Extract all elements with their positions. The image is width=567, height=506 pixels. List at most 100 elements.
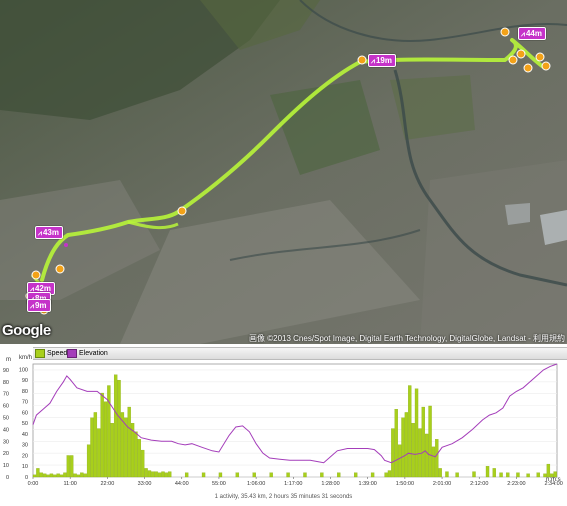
- speed-bar: [113, 374, 118, 478]
- speed-bar: [157, 472, 162, 478]
- speed-bar: [161, 471, 165, 478]
- chart-legend: Speed Elevation: [33, 347, 567, 360]
- elevation-icon: ⩘: [30, 286, 34, 293]
- right-tick-label: 30: [22, 443, 28, 449]
- speed-bar: [485, 466, 490, 478]
- speed-bar: [201, 472, 206, 478]
- speed-bar: [53, 474, 57, 478]
- elevation-marker[interactable]: ⩘44m: [518, 27, 546, 40]
- speed-bar: [39, 472, 43, 478]
- speed-bar: [168, 471, 172, 478]
- speed-bar: [506, 472, 510, 478]
- right-tick-label: 50: [22, 421, 28, 427]
- x-tick-label: 33:00: [138, 481, 152, 487]
- x-tick-label: 0:00: [28, 481, 39, 487]
- x-tick-label: 11:00: [64, 481, 77, 487]
- map-copyright: 画像 ©2013 Cnes/Spot Image, Digital Earth …: [249, 334, 565, 343]
- x-tick-label: 1:17:00: [284, 481, 302, 487]
- speed-bar: [80, 472, 84, 478]
- speed-bar: [235, 472, 240, 478]
- legend-swatch: [67, 349, 77, 358]
- speed-bar: [546, 463, 551, 478]
- speed-bar: [428, 405, 432, 478]
- speed-bar: [144, 468, 148, 478]
- speed-bar: [120, 412, 125, 478]
- speed-bar: [70, 455, 74, 478]
- chart-plot[interactable]: 0 10 20 30 40 50 60 70 80 90 0 10 20 30 40 50 60 70 80 90 10…: [0, 344, 567, 492]
- left-tick-label: 70: [3, 392, 9, 398]
- speed-bar: [435, 439, 439, 478]
- left-tick-label: 30: [3, 439, 9, 445]
- speed-bar: [526, 473, 530, 478]
- speed-bar: [36, 468, 40, 478]
- speed-bar: [66, 455, 70, 478]
- speed-bar: [421, 406, 425, 478]
- route-line: [40, 38, 547, 282]
- speed-bar: [445, 471, 449, 478]
- right-tick-label: 90: [22, 378, 28, 384]
- right-tick-label: 40: [22, 432, 28, 438]
- speed-bar: [370, 472, 375, 478]
- speed-bar: [354, 472, 358, 478]
- speed-bar: [184, 472, 189, 478]
- legend-elevation[interactable]: Elevation: [67, 348, 108, 359]
- right-tick-label: 20: [22, 453, 28, 459]
- speed-bar: [76, 474, 81, 478]
- activity-chart[interactable]: Speed Elevation m km/h h:m:s 0 10 20 30 40 50…: [0, 344, 567, 506]
- elevation-marker[interactable]: ⩘19m: [368, 54, 396, 67]
- elevation-marker[interactable]: ⩘9m: [27, 299, 51, 312]
- speed-bar: [127, 406, 131, 478]
- speed-bar: [100, 392, 104, 478]
- right-tick-label: 80: [22, 389, 28, 395]
- speed-bar: [414, 388, 419, 478]
- speed-bar: [516, 472, 520, 478]
- speed-bar: [425, 433, 429, 478]
- speed-bar: [455, 472, 459, 478]
- left-tick-label: 10: [3, 463, 9, 469]
- activity-summary: 1 activity, 35.43 km, 2 hours 35 minutes…: [214, 494, 353, 500]
- speed-bar: [147, 470, 152, 478]
- right-tick-label: 10: [22, 464, 28, 470]
- x-tick-label: 1:39:00: [359, 481, 377, 487]
- elevation-marker[interactable]: ⩘42m: [27, 282, 55, 295]
- speed-bar: [404, 412, 409, 478]
- speed-bar: [151, 471, 155, 478]
- speed-bar: [90, 417, 94, 478]
- left-tick-label: 80: [3, 380, 9, 386]
- speed-bar: [164, 472, 169, 478]
- right-tick-label: 100: [19, 367, 28, 373]
- speed-bar: [553, 471, 557, 478]
- speed-bar: [337, 472, 341, 478]
- speed-bar: [303, 472, 307, 478]
- x-tick-label: 55:00: [212, 481, 226, 487]
- speed-bar: [286, 472, 290, 478]
- x-tick-label: 44:00: [175, 481, 189, 487]
- x-tick-label: 2:34:00: [544, 481, 562, 487]
- elevation-marker[interactable]: ⩘43m: [35, 226, 63, 239]
- time-axis-unit: h:m:s: [546, 477, 561, 483]
- speed-bar: [550, 473, 554, 478]
- speed-bar: [97, 428, 101, 478]
- speed-bar: [431, 446, 436, 478]
- left-tick-label: 60: [3, 404, 9, 410]
- speed-bar: [46, 474, 50, 478]
- speed-bar: [499, 472, 503, 478]
- left-tick-label: 20: [3, 451, 9, 457]
- speed-bar: [130, 423, 135, 478]
- speed-bar: [56, 473, 60, 478]
- speed-bar: [134, 431, 138, 478]
- map-imagery: [0, 0, 567, 344]
- speed-bar: [42, 473, 47, 478]
- speed-bar: [269, 472, 273, 478]
- google-logo[interactable]: Google: [2, 322, 51, 339]
- speed-bar: [394, 409, 398, 478]
- elevation-icon: ⩘: [521, 31, 525, 38]
- speed-bar: [117, 379, 121, 478]
- satellite-map[interactable]: ⩘19m ⩘44m ⩘43m ⩘42m ⩘8m ⩘9m Google 画像 ©2…: [0, 0, 567, 344]
- x-tick-label: 2:01:00: [433, 481, 451, 487]
- legend-speed[interactable]: Speed: [35, 348, 67, 359]
- speed-bar: [438, 468, 442, 478]
- left-tick-label: 0: [6, 475, 9, 481]
- speed-bar: [384, 472, 388, 478]
- speed-bar: [391, 428, 395, 478]
